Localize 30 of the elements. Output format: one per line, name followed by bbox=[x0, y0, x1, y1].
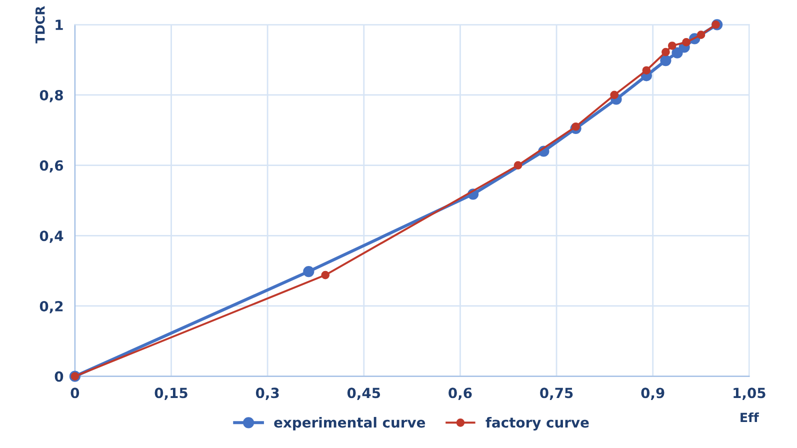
point bbox=[662, 48, 670, 56]
y-tick-label: 0 bbox=[54, 371, 64, 382]
point bbox=[610, 90, 618, 100]
point bbox=[572, 122, 580, 131]
y-tick-label: 0,8 bbox=[40, 90, 63, 102]
point bbox=[660, 54, 672, 66]
x-tick-label: 0,15 bbox=[154, 388, 188, 400]
x-tick-label: 1,05 bbox=[734, 388, 766, 400]
point bbox=[682, 38, 690, 46]
x-axis-title: Eff bbox=[740, 412, 759, 422]
x-tick-label: 0 bbox=[70, 388, 80, 398]
x-tick-label: 0,3 bbox=[256, 388, 279, 400]
point bbox=[696, 30, 706, 40]
point bbox=[321, 270, 330, 280]
point bbox=[514, 161, 522, 170]
y-tick-label: 1 bbox=[56, 20, 63, 30]
point bbox=[642, 66, 651, 75]
y-tick-label: 0,2 bbox=[40, 300, 63, 314]
legend-label: factory curve bbox=[486, 416, 589, 431]
point bbox=[303, 266, 314, 278]
x-tick-label: 0,75 bbox=[540, 388, 573, 400]
x-tick-label: 0,45 bbox=[347, 388, 380, 400]
y-tick-label: 0,4 bbox=[40, 230, 64, 243]
y-axis-title: TDCR bbox=[35, 6, 45, 44]
x-tick-label: 0,6 bbox=[448, 388, 472, 400]
point bbox=[668, 42, 676, 50]
legend-label: experimental curve bbox=[274, 416, 426, 430]
y-tick-label: 0,6 bbox=[40, 160, 64, 173]
x-tick-label: 0,9 bbox=[641, 388, 664, 400]
point bbox=[712, 20, 720, 29]
